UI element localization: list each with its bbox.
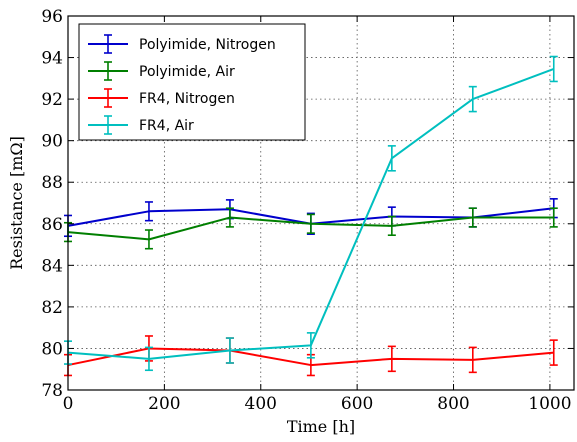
series-layer: [64, 55, 558, 377]
x-tick-label: 600: [341, 394, 373, 414]
y-tick-label: 88: [41, 173, 63, 193]
legend-entry: FR4, Nitrogen: [88, 88, 235, 108]
y-tick-label: 80: [41, 339, 63, 359]
legend-entry: Polyimide, Nitrogen: [88, 34, 276, 54]
x-tick-label: 800: [437, 394, 469, 414]
x-tick-label: 400: [245, 394, 277, 414]
y-tick-label: 82: [41, 298, 63, 318]
y-tick-label: 78: [41, 381, 63, 401]
y-axis-label: Resistance [mΩ]: [7, 136, 26, 270]
x-tick-label: 1000: [528, 394, 571, 414]
x-axis-label: Time [h]: [287, 417, 355, 436]
y-tick-label: 86: [41, 215, 63, 235]
x-tick-label: 0: [63, 394, 74, 414]
axis-ticks: 0 200 400 600 800 1000 78 80 82 84 86 88 90 92 94 96: [41, 7, 574, 414]
legend-label: FR4, Nitrogen: [139, 91, 235, 107]
y-tick-label: 84: [41, 256, 63, 276]
legend-label: FR4, Air: [139, 118, 194, 134]
legend-label: Polyimide, Air: [139, 64, 235, 80]
y-tick-label: 90: [41, 132, 63, 152]
plot-frame: [67, 15, 575, 391]
legend: Polyimide, Nitrogen Polyimide, Air FR4, Ni…: [78, 23, 306, 141]
legend-label: Polyimide, Nitrogen: [139, 37, 276, 53]
legend-entry: Polyimide, Air: [88, 61, 235, 81]
y-tick-label: 94: [41, 49, 63, 69]
y-tick-label: 92: [41, 90, 63, 110]
legend-entry: FR4, Air: [88, 115, 194, 135]
x-tick-label: 200: [148, 394, 180, 414]
y-tick-label: 96: [41, 7, 63, 27]
